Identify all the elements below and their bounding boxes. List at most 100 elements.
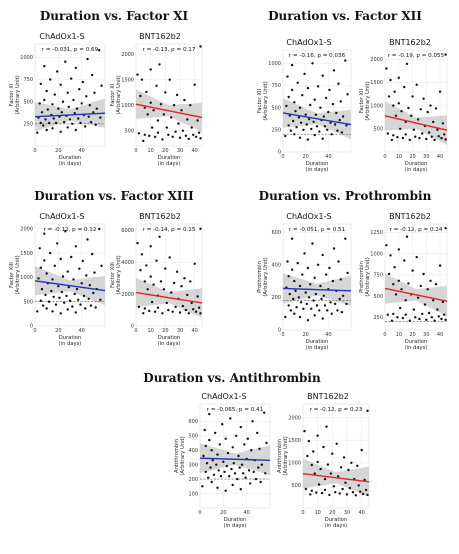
data-point	[357, 484, 360, 487]
data-point	[70, 255, 73, 259]
y-tick-label: 2000	[288, 415, 301, 421]
data-point	[306, 86, 310, 90]
data-point	[210, 449, 213, 452]
data-point	[364, 488, 368, 492]
y-axis-label: (Arbitrary Unit)	[263, 81, 269, 120]
data-point	[45, 89, 48, 93]
data-point	[302, 307, 305, 310]
x-tick-label: 0	[383, 332, 386, 338]
data-point	[285, 104, 288, 108]
data-point	[161, 138, 164, 141]
y-tick-label: 1000	[288, 460, 301, 466]
data-point	[153, 310, 157, 313]
data-point	[324, 96, 328, 100]
data-point	[313, 472, 316, 475]
data-point	[305, 302, 308, 306]
data-point	[56, 70, 59, 73]
data-point	[316, 85, 320, 88]
data-point	[89, 120, 93, 124]
data-point	[258, 447, 261, 450]
trend-line	[384, 287, 448, 302]
data-point	[292, 297, 295, 301]
y-tick-label: 250	[373, 315, 383, 321]
data-point	[86, 57, 89, 61]
data-point	[162, 288, 166, 291]
data-point	[72, 98, 75, 102]
x-tick-label: 40	[437, 332, 443, 338]
data-point	[186, 118, 189, 121]
data-point	[51, 310, 54, 313]
data-point	[418, 136, 421, 140]
data-point	[167, 308, 170, 312]
data-point	[64, 60, 67, 63]
data-point	[36, 131, 39, 134]
data-point	[312, 120, 315, 124]
x-axis-label: Duration	[405, 161, 428, 167]
y-axis-label: (Arbitrary Unit)	[263, 257, 269, 296]
data-point	[39, 121, 42, 125]
data-point	[91, 73, 94, 77]
data-point	[310, 307, 313, 310]
data-point	[177, 122, 180, 125]
data-point	[345, 302, 348, 306]
data-point	[393, 266, 396, 269]
data-point	[421, 132, 424, 135]
data-point	[156, 306, 160, 309]
data-point	[231, 483, 234, 487]
x-tick-label: 30	[423, 154, 429, 160]
section-title-antithrombin: Duration vs. Antithrombin	[143, 371, 321, 385]
data-point	[304, 113, 307, 116]
data-point	[39, 82, 42, 86]
y-axis-label: (Arbitrary Unit)	[283, 436, 289, 475]
x-tick-label: 0	[134, 148, 137, 154]
data-point	[264, 472, 267, 475]
data-point	[193, 83, 196, 87]
data-point	[243, 443, 246, 446]
data-point	[433, 138, 436, 142]
data-point	[303, 72, 306, 76]
data-point	[296, 81, 299, 85]
data-point	[346, 271, 349, 275]
data-point	[318, 130, 321, 133]
plot-panel	[384, 223, 448, 331]
data-point	[224, 437, 227, 440]
chart-8: 100 200 300 400 500 600 0 20 40 r = -0.065, p = 0…	[174, 392, 271, 529]
data-point	[356, 464, 359, 468]
data-point	[84, 125, 87, 128]
data-point	[294, 110, 297, 113]
trend-line	[135, 103, 203, 119]
data-point	[338, 118, 341, 122]
y-tick-label: 500	[23, 299, 33, 305]
data-point	[346, 93, 349, 96]
data-point	[436, 128, 439, 131]
chart-2: 0 250 500 750 1000 0 20 40 r = -0.16, p = 0.036 C…	[257, 38, 352, 173]
data-point	[38, 247, 41, 250]
data-point	[306, 319, 310, 322]
y-tick-label: 500	[23, 99, 33, 105]
x-axis-label: (in days)	[306, 345, 329, 351]
data-point	[311, 242, 314, 245]
y-tick-label: 200	[271, 295, 281, 301]
data-point	[88, 104, 92, 107]
data-point	[143, 133, 146, 136]
x-tick-label: 30	[177, 148, 183, 154]
data-point	[405, 62, 409, 66]
data-point	[175, 270, 179, 273]
data-point	[218, 443, 221, 446]
data-point	[59, 257, 62, 261]
x-tick-label: 10	[396, 332, 402, 338]
data-point	[387, 95, 391, 98]
x-tick-label: 0	[281, 332, 284, 338]
y-tick-label: 750	[271, 83, 281, 89]
y-tick-label: 200	[188, 477, 198, 483]
data-point	[385, 67, 388, 70]
y-axis-label: (Arbitrary Unit)	[116, 75, 122, 114]
data-point	[47, 300, 51, 303]
data-point	[254, 477, 258, 481]
data-point	[40, 111, 44, 114]
data-point	[212, 473, 216, 476]
data-point	[408, 138, 411, 142]
x-axis-label: Duration	[59, 335, 82, 341]
data-point	[366, 409, 369, 412]
data-point	[400, 288, 403, 291]
